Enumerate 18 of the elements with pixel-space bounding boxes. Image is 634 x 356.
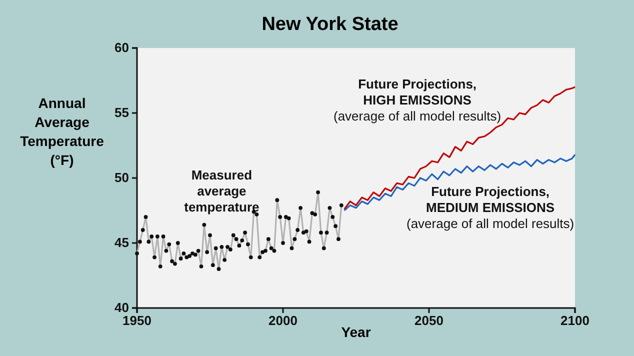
- x-tick-label: 2100: [560, 313, 590, 328]
- line-series: [344, 154, 576, 212]
- y-tick-label: 50: [114, 170, 129, 186]
- chart-title: New York State: [262, 14, 398, 35]
- series-label: Measured average temperature: [184, 167, 260, 214]
- x-tick-label: 2000: [268, 313, 298, 328]
- y-tick-label: 55: [114, 105, 129, 120]
- y-axis-title: Annual Average Temperature (°F): [20, 95, 104, 168]
- y-tick-label: 45: [114, 235, 129, 250]
- annotation: (average of all model results): [334, 108, 502, 124]
- annotation: (average of all model results): [406, 216, 574, 232]
- y-tick-label: 60: [114, 40, 129, 56]
- x-tick-label: 1950: [122, 313, 152, 328]
- y-tick-label: 40: [114, 300, 129, 316]
- x-tick-label: 2050: [414, 313, 444, 328]
- x-axis-title: Year: [341, 324, 372, 340]
- text: Future Projections, HIGH EMISSIONS: [358, 76, 477, 108]
- series-label: Future Projections, MEDIUM EMISSIONS: [426, 184, 555, 216]
